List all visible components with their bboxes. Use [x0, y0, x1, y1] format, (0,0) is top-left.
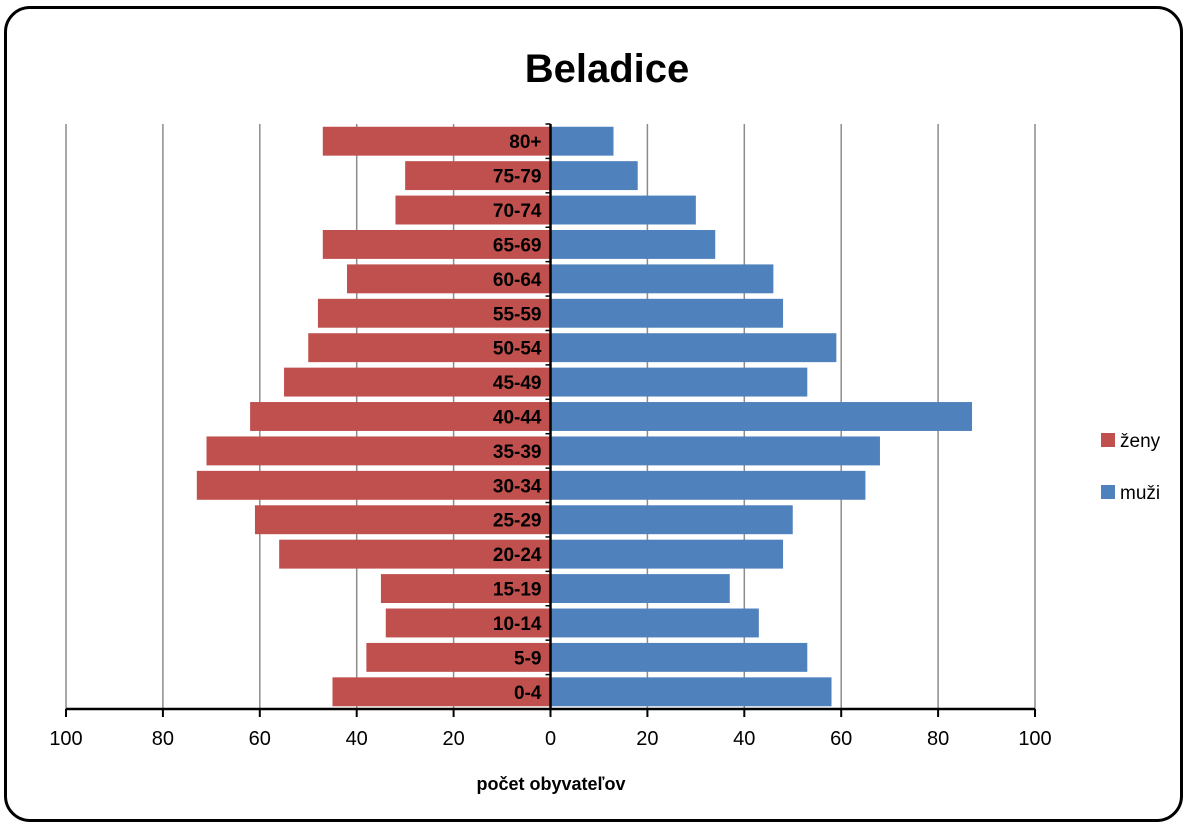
- category-label-30-34: 30-34: [493, 476, 542, 497]
- bar-muzi-20-24: [550, 539, 784, 569]
- category-label-65-69: 65-69: [493, 235, 542, 256]
- x-tick-label: 80: [927, 728, 949, 750]
- category-label-5-9: 5-9: [514, 648, 541, 669]
- category-label-20-24: 20-24: [493, 545, 542, 566]
- legend-label-zeny: ženy: [1120, 431, 1161, 452]
- bar-muzi-30-34: [550, 470, 866, 500]
- category-labels: 0-4 5-9 10-14 15-19 20-24 25-29 30-34 35-39 40-4…: [493, 132, 542, 704]
- bar-zeny-80+: [322, 126, 551, 156]
- x-tick-label: 100: [1018, 728, 1051, 750]
- category-label-70-74: 70-74: [493, 201, 542, 222]
- category-label-0-4: 0-4: [514, 683, 542, 704]
- bar-muzi-55-59: [550, 298, 784, 328]
- bar-zeny-75-79: [405, 161, 551, 191]
- bar-zeny-25-29: [254, 505, 551, 535]
- bar-zeny-60-64: [347, 264, 551, 294]
- chart-title: Beladice: [525, 47, 690, 91]
- bar-muzi-40-44: [550, 402, 973, 431]
- bar-zeny-0-4: [332, 677, 551, 707]
- legend-swatch-muzi: [1101, 485, 1115, 499]
- bar-muzi-60-64: [550, 264, 774, 294]
- bar-muzi-50-54: [550, 333, 837, 363]
- bar-muzi-75-79: [550, 161, 638, 191]
- bar-muzi-15-19: [550, 574, 730, 604]
- bar-zeny-70-74: [395, 195, 551, 225]
- bar-zeny-10-14: [385, 608, 551, 638]
- category-label-50-54: 50-54: [493, 339, 542, 360]
- x-tick-label: 0: [545, 728, 556, 750]
- bar-zeny-40-44: [250, 402, 551, 431]
- category-label-80+: 80+: [509, 132, 541, 153]
- x-tick-label: 20: [442, 728, 464, 750]
- legend: ženy muži: [1101, 431, 1161, 504]
- category-label-60-64: 60-64: [493, 270, 542, 291]
- legend-swatch-zeny: [1101, 433, 1115, 447]
- bar-zeny-15-19: [380, 574, 551, 604]
- bars: [196, 126, 973, 707]
- bar-muzi-5-9: [550, 642, 808, 672]
- x-tick-label: 40: [733, 728, 755, 750]
- bar-zeny-20-24: [279, 539, 551, 569]
- category-label-25-29: 25-29: [493, 511, 542, 532]
- bar-zeny-50-54: [308, 333, 551, 363]
- bar-zeny-30-34: [196, 470, 551, 500]
- bar-muzi-65-69: [550, 229, 716, 259]
- x-tick-label: 60: [249, 728, 271, 750]
- x-tick-label: 60: [830, 728, 852, 750]
- bar-zeny-55-59: [317, 298, 551, 328]
- category-label-15-19: 15-19: [493, 580, 542, 601]
- bar-muzi-70-74: [550, 195, 696, 225]
- category-label-10-14: 10-14: [493, 614, 542, 635]
- category-label-35-39: 35-39: [493, 442, 542, 463]
- category-label-75-79: 75-79: [493, 167, 542, 188]
- bar-muzi-35-39: [550, 436, 880, 466]
- category-label-45-49: 45-49: [493, 373, 542, 394]
- bar-muzi-80+: [550, 126, 614, 156]
- bar-zeny-5-9: [366, 642, 551, 672]
- x-axis-label: počet obyvateľov: [477, 774, 626, 794]
- category-label-40-44: 40-44: [493, 408, 542, 429]
- x-tick-label: 20: [636, 728, 658, 750]
- bar-muzi-10-14: [550, 608, 759, 638]
- bar-muzi-45-49: [550, 367, 808, 397]
- x-tick-label: 40: [346, 728, 368, 750]
- legend-label-muzi: muži: [1120, 483, 1160, 504]
- x-tick-label: 80: [152, 728, 174, 750]
- bar-zeny-35-39: [206, 436, 551, 466]
- axes: 100 80 60 40 20 0 20 40 60 80 100: [49, 123, 1052, 750]
- category-label-55-59: 55-59: [493, 304, 542, 325]
- bar-muzi-0-4: [550, 677, 832, 707]
- bar-muzi-25-29: [550, 505, 793, 535]
- bar-zeny-45-49: [284, 367, 551, 397]
- bar-zeny-65-69: [322, 229, 551, 259]
- x-tick-label: 100: [49, 728, 82, 750]
